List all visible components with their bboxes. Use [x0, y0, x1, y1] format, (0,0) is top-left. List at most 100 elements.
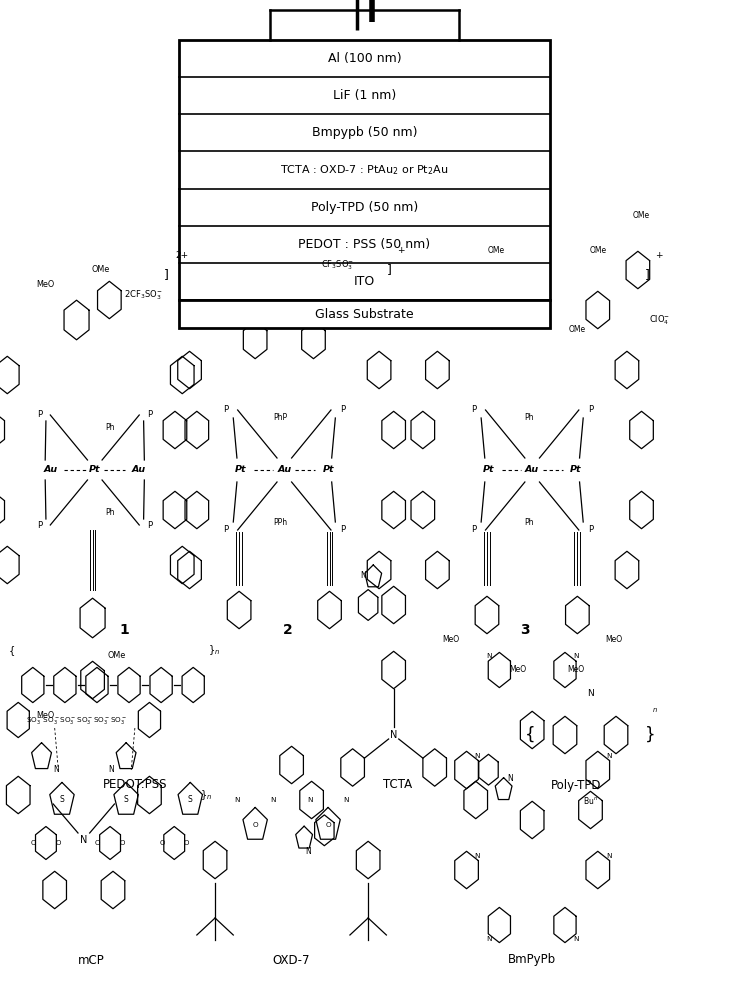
Text: Ph: Ph [105, 423, 114, 432]
Text: Poly-TPD (50 nm): Poly-TPD (50 nm) [311, 201, 418, 214]
Text: Ph: Ph [105, 508, 114, 517]
Text: 2: 2 [283, 623, 293, 637]
Text: N: N [270, 797, 276, 803]
Text: ITO: ITO [354, 275, 375, 288]
Text: PhP: PhP [273, 413, 288, 422]
Text: N: N [507, 774, 513, 783]
Text: Bmpypb (50 nm): Bmpypb (50 nm) [312, 126, 417, 139]
Text: N: N [305, 847, 311, 856]
Text: {: { [8, 645, 15, 655]
Text: Pt: Pt [322, 466, 334, 475]
Text: ]: ] [386, 263, 391, 276]
Text: P: P [37, 410, 43, 419]
Text: P: P [588, 405, 593, 414]
Text: OMe: OMe [589, 246, 607, 255]
Text: P: P [37, 520, 43, 529]
Text: N: N [606, 853, 612, 859]
Text: Pt: Pt [89, 466, 101, 475]
Text: 2+: 2+ [175, 251, 188, 260]
Text: MeO: MeO [36, 280, 55, 289]
Text: N: N [53, 766, 59, 774]
Text: TCTA: TCTA [383, 778, 412, 792]
Text: OMe: OMe [569, 326, 585, 334]
Text: Au: Au [277, 466, 292, 475]
Text: P: P [471, 405, 477, 414]
Text: OMe: OMe [108, 650, 126, 660]
Text: BmPyPb: BmPyPb [508, 954, 556, 966]
Text: N: N [234, 797, 240, 803]
Text: N: N [360, 570, 366, 579]
Text: OMe: OMe [487, 246, 504, 255]
Text: 1: 1 [119, 623, 129, 637]
Text: O: O [252, 822, 258, 828]
Text: $_n$: $_n$ [652, 705, 658, 715]
Text: N: N [343, 797, 349, 803]
Text: Ph: Ph [523, 413, 534, 422]
Text: N: N [475, 753, 480, 759]
Text: Ph: Ph [523, 518, 534, 527]
Text: }: } [645, 726, 656, 744]
Text: P: P [588, 525, 593, 534]
Text: O: O [95, 840, 101, 846]
Text: P: P [147, 520, 152, 529]
Text: MeO: MeO [605, 636, 622, 645]
Text: ClO$_4^{-}$: ClO$_4^{-}$ [649, 313, 670, 327]
Text: P: P [340, 525, 346, 534]
Text: O: O [159, 840, 165, 846]
Text: +: + [655, 251, 662, 260]
Text: N: N [486, 936, 491, 942]
Text: S: S [60, 796, 64, 804]
Text: {: { [525, 726, 536, 744]
Text: PEDOT:PSS: PEDOT:PSS [103, 778, 167, 792]
Text: PEDOT : PSS (50 nm): PEDOT : PSS (50 nm) [298, 238, 431, 251]
Text: O: O [120, 840, 125, 846]
Text: Pt: Pt [570, 466, 582, 475]
Text: MeO: MeO [567, 665, 585, 674]
Text: LiF (1 nm): LiF (1 nm) [333, 89, 396, 102]
Text: Pt: Pt [483, 466, 494, 475]
Text: P: P [223, 405, 229, 414]
Text: Au: Au [525, 466, 539, 475]
Text: O: O [55, 840, 61, 846]
Text: N: N [573, 936, 579, 942]
Text: N: N [109, 766, 114, 774]
Text: O: O [31, 840, 36, 846]
Text: ]: ] [645, 268, 650, 281]
Text: CF$_3$SO$_3^{-}$: CF$_3$SO$_3^{-}$ [321, 258, 354, 272]
Text: TCTA : OXD-7 : PtAu$_2$ or Pt$_2$Au: TCTA : OXD-7 : PtAu$_2$ or Pt$_2$Au [281, 163, 448, 177]
Text: ]: ] [164, 268, 169, 281]
Text: P: P [147, 410, 152, 419]
Text: MeO: MeO [509, 665, 526, 674]
Text: }$_n$: }$_n$ [208, 643, 220, 657]
Text: P: P [223, 525, 229, 534]
Text: S: S [124, 796, 128, 804]
Text: N: N [80, 835, 87, 845]
Text: Au: Au [44, 466, 58, 475]
Text: N: N [587, 688, 594, 698]
Text: Al (100 nm): Al (100 nm) [328, 52, 401, 65]
Text: 3: 3 [520, 623, 530, 637]
Text: N: N [475, 853, 480, 859]
Text: O: O [184, 840, 190, 846]
Text: 2CF$_3$SO$_3^{-}$: 2CF$_3$SO$_3^{-}$ [124, 288, 163, 302]
Text: Au: Au [131, 466, 146, 475]
Text: MeO: MeO [443, 636, 459, 645]
Text: N: N [573, 653, 579, 659]
Text: OMe: OMe [91, 265, 109, 274]
Bar [179, 40, 550, 300]
Text: Pt: Pt [235, 466, 246, 475]
Text: mCP: mCP [78, 954, 104, 966]
Bar [179, 300, 550, 328]
Text: OMe: OMe [633, 211, 650, 220]
Text: O: O [325, 822, 331, 828]
Text: Poly-TPD: Poly-TPD [550, 778, 601, 792]
Text: N: N [390, 730, 397, 740]
Text: OXD-7: OXD-7 [273, 954, 311, 966]
Text: N: N [307, 797, 313, 803]
Text: N: N [606, 753, 612, 759]
Text: Bu$^n$: Bu$^n$ [583, 795, 598, 806]
Text: P: P [471, 525, 477, 534]
Text: MeO: MeO [36, 710, 55, 719]
Text: S: S [188, 796, 192, 804]
Text: PPh: PPh [273, 518, 288, 527]
